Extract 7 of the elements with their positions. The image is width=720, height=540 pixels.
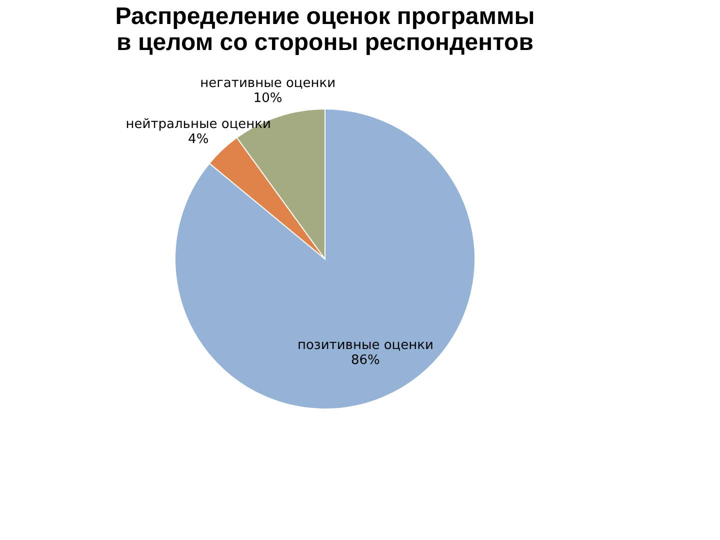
slice-label: нейтральные оценки xyxy=(126,117,271,132)
data-label: 10% xyxy=(253,91,282,106)
slice-label: негативные оценки xyxy=(200,76,336,92)
slice-label: позитивные оценки xyxy=(297,338,434,353)
chart-title: Распределение оценок программы в целом со стороны респондентов xyxy=(115,3,535,56)
data-label: 4% xyxy=(188,132,209,148)
data-label: 86% xyxy=(350,352,380,368)
